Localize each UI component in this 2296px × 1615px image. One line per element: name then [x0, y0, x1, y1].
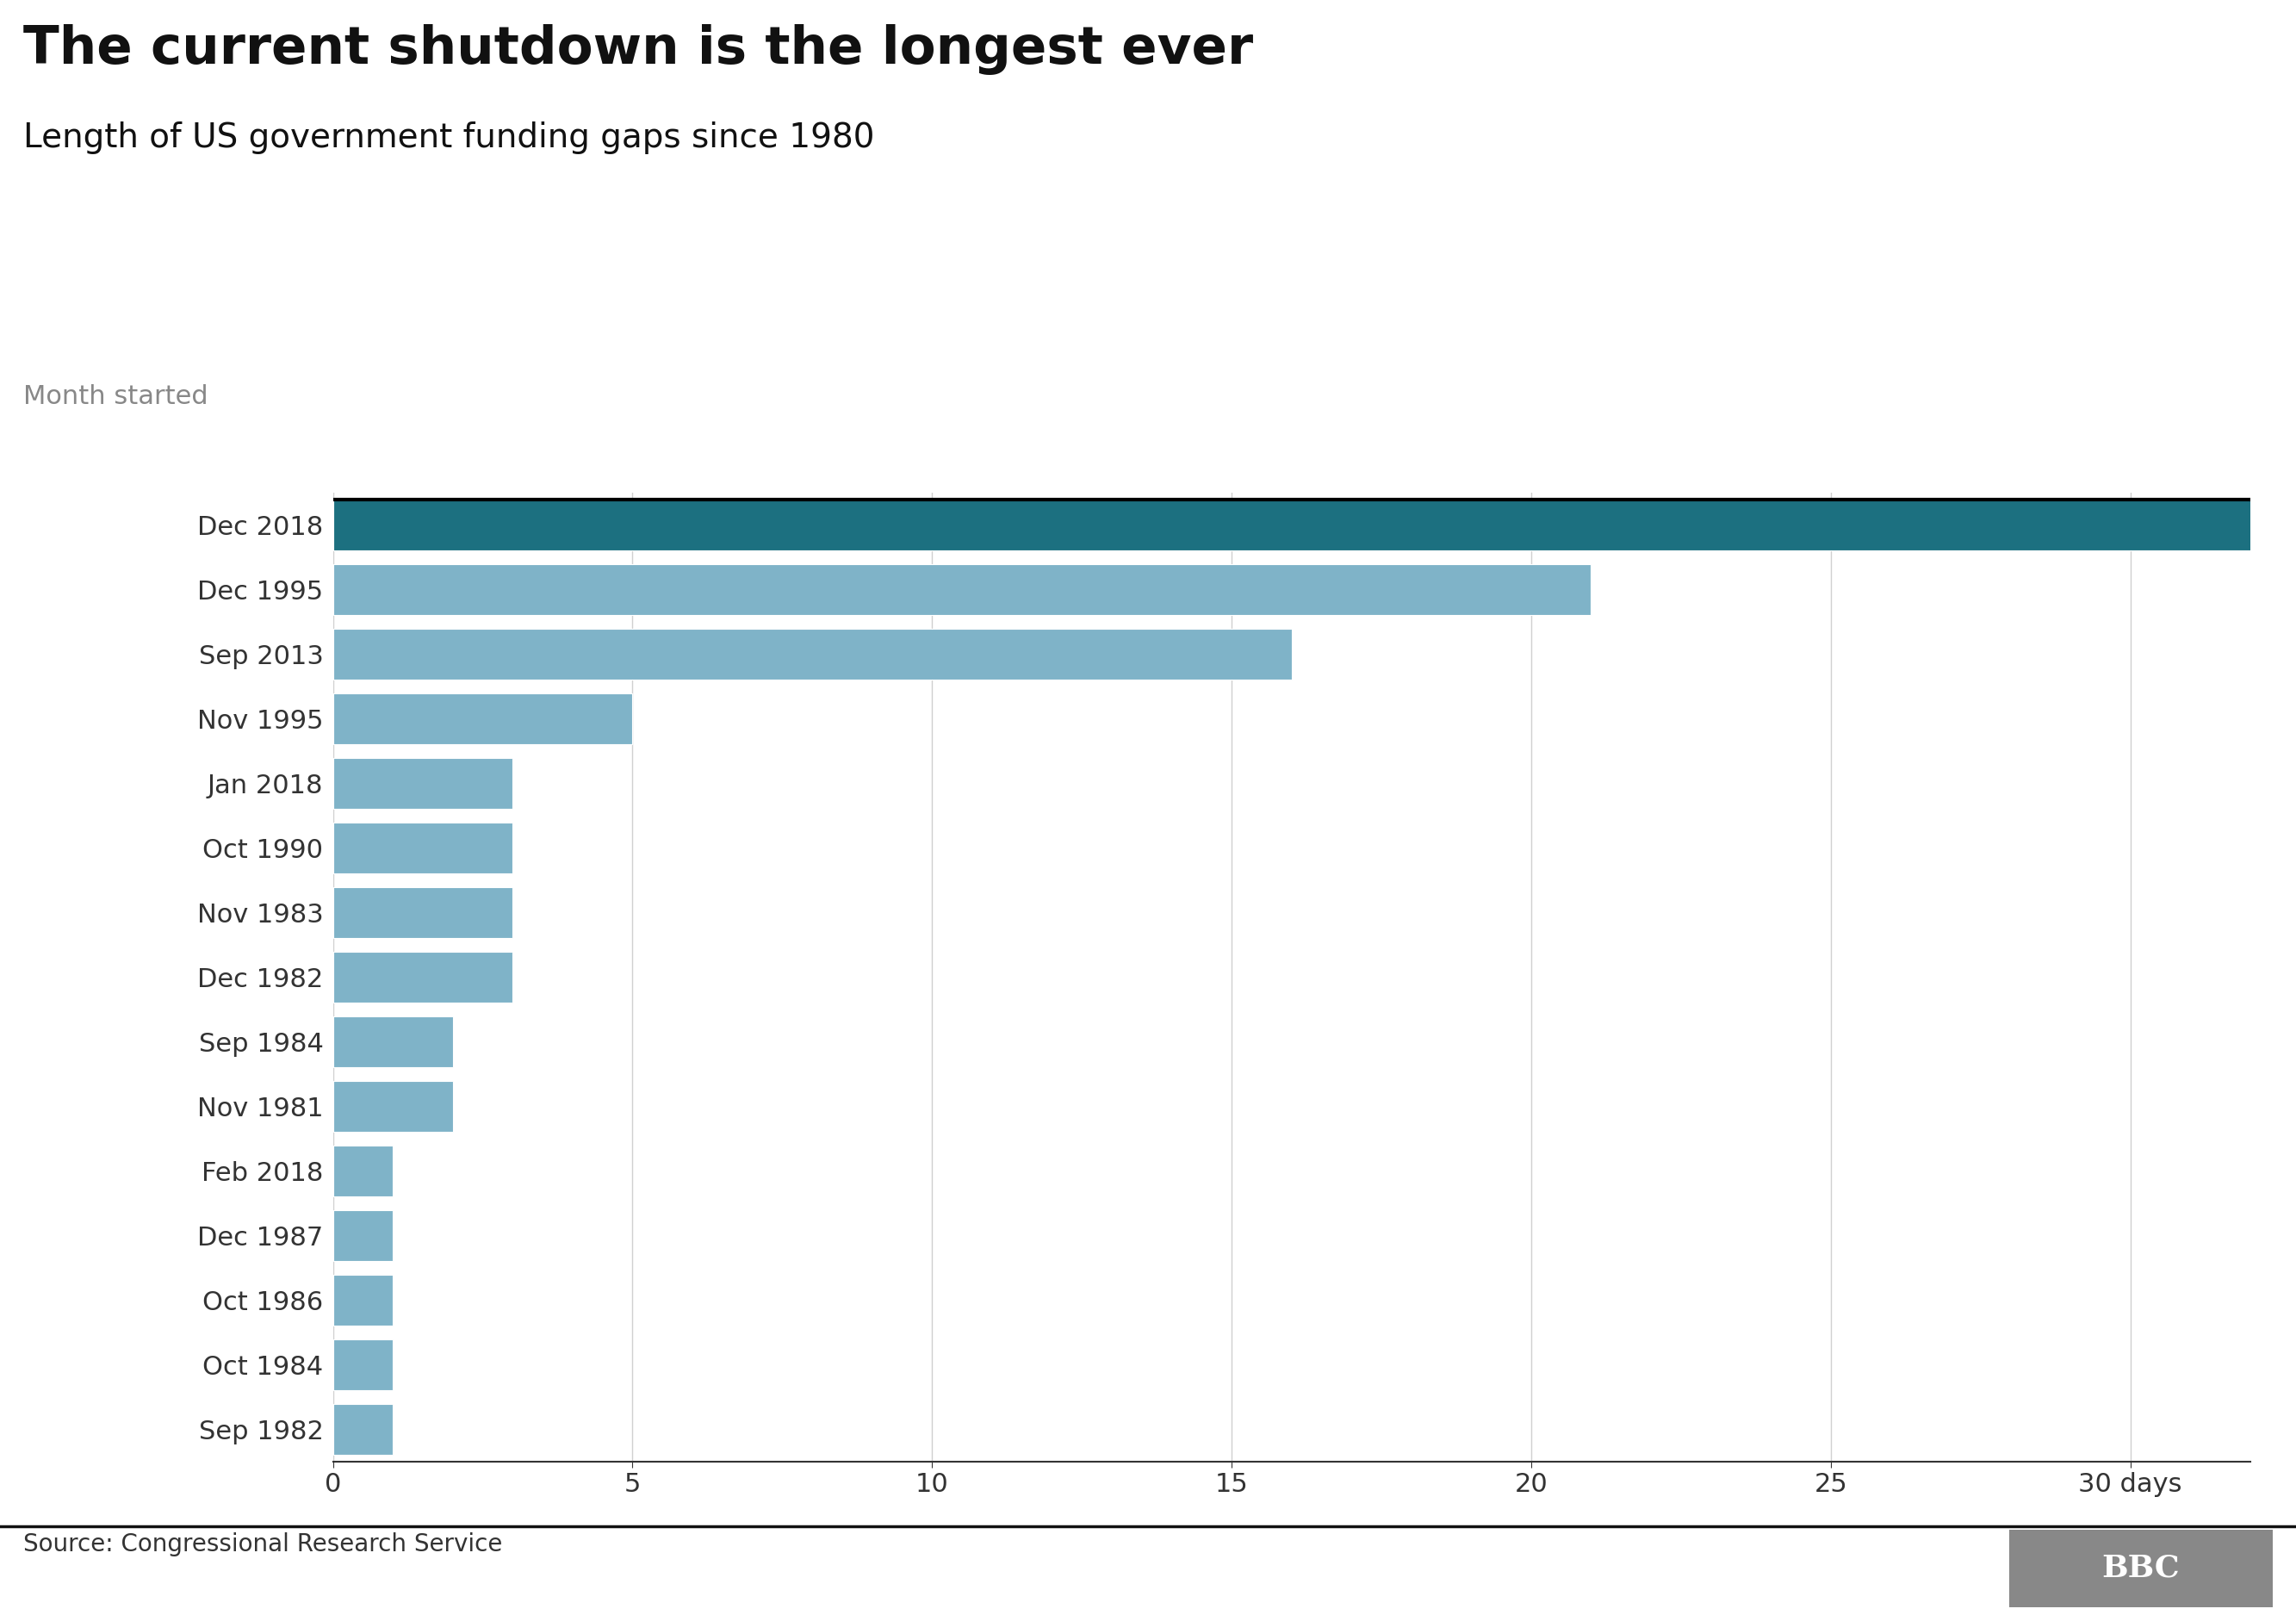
Bar — [333, 1016, 452, 1068]
Bar — [333, 822, 512, 874]
Bar — [333, 757, 512, 809]
Bar — [333, 499, 2296, 551]
Bar — [333, 887, 512, 938]
Bar — [333, 628, 1290, 680]
Bar — [333, 564, 1591, 615]
Bar — [333, 693, 631, 745]
Text: Length of US government funding gaps since 1980: Length of US government funding gaps sin… — [23, 121, 875, 153]
Bar — [333, 1274, 393, 1326]
Bar — [333, 1339, 393, 1391]
Bar — [333, 951, 512, 1003]
Text: BBC: BBC — [2103, 1554, 2179, 1583]
Text: Month started: Month started — [23, 384, 209, 409]
Text: The current shutdown is the longest ever: The current shutdown is the longest ever — [23, 24, 1254, 74]
Bar — [333, 1145, 393, 1197]
Bar — [333, 1210, 393, 1261]
Bar — [333, 1080, 452, 1132]
Text: Source: Congressional Research Service: Source: Congressional Research Service — [23, 1533, 503, 1557]
Bar — [333, 1403, 393, 1455]
